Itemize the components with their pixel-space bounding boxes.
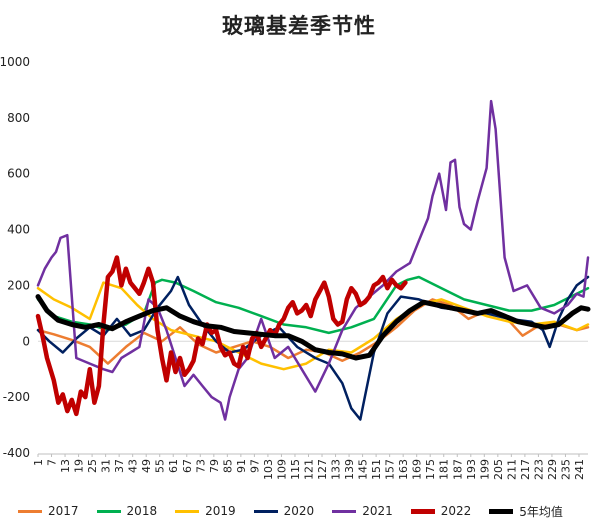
legend-swatch	[18, 509, 42, 513]
legend-item: 2019	[175, 504, 236, 518]
x-tick-label: 175	[424, 459, 437, 480]
x-tick-label: 157	[384, 459, 397, 480]
y-tick-label: 0	[22, 334, 30, 348]
legend-swatch	[175, 509, 200, 513]
x-tick-label: 19	[73, 459, 86, 473]
legend-item: 2022	[410, 504, 472, 518]
x-tick-label: 169	[411, 459, 424, 480]
x-tick-label: 25	[86, 459, 99, 473]
x-tick-label: 217	[519, 459, 532, 480]
x-tick-label: 1	[32, 459, 45, 466]
x-tick-label: 7	[46, 459, 59, 466]
x-tick-label: 151	[370, 459, 383, 480]
x-tick-label: 43	[127, 459, 140, 473]
x-tick-label: 37	[113, 459, 126, 473]
chart-plot: -400 -200 0 200 400 600 800 1000 1 7 13 19 25 31 37 43 4…	[0, 55, 591, 480]
x-tick-label: 85	[221, 459, 234, 473]
x-tick-label: 61	[167, 459, 180, 473]
legend-label: 2022	[440, 504, 472, 518]
x-tick-label: 181	[438, 459, 451, 480]
legend-swatch	[332, 509, 357, 513]
legend-swatch	[489, 508, 514, 514]
x-tick-label: 145	[357, 459, 370, 480]
x-tick-label: 115	[289, 459, 302, 480]
x-tick-label: 121	[302, 459, 315, 480]
y-tick-label: -200	[3, 390, 30, 404]
series-line-2021	[36, 99, 590, 421]
y-tick-label: 400	[7, 223, 30, 237]
axes-layer	[37, 340, 588, 457]
series-line-5年均值	[35, 294, 591, 361]
x-tick-label: 91	[235, 459, 248, 473]
y-tick-label: 600	[7, 167, 30, 181]
legend-label: 2020	[283, 504, 315, 518]
x-tick-label: 79	[208, 459, 221, 473]
legend-item: 2021	[332, 504, 393, 518]
legend-swatch	[410, 508, 435, 514]
x-tick-label: 13	[59, 459, 72, 473]
tick-labels-layer: -400 -200 0 200 400 600 800 1000 1 7 13 19 25 31 37 43 4…	[0, 55, 586, 480]
legend-label: 2018	[126, 504, 158, 518]
x-tick-label: 193	[465, 459, 478, 480]
x-tick-label: 103	[262, 459, 275, 480]
x-tick-label: 97	[248, 459, 261, 473]
chart-legend: 2017 2018 2019 2020 2021 2022 5年均值	[18, 500, 598, 522]
x-tick-label: 223	[532, 459, 545, 480]
chart-title: 玻璃基差季节性	[222, 14, 376, 38]
y-tick-label: -400	[3, 446, 30, 460]
x-tick-label: 205	[492, 459, 505, 480]
legend-swatch	[96, 509, 121, 513]
y-tick-label: 800	[7, 111, 30, 125]
x-tick-label: 31	[100, 459, 113, 473]
legend-item: 2018	[96, 504, 158, 518]
x-tick-label: 133	[330, 459, 343, 480]
x-tick-label: 235	[559, 459, 572, 480]
legend-label: 2019	[205, 504, 236, 518]
y-tick-label: 200	[7, 278, 30, 292]
x-tick-label: 49	[140, 459, 153, 473]
y-tick-label: 1000	[0, 55, 30, 69]
x-tick-label: 187	[451, 459, 464, 480]
legend-item: 2020	[253, 504, 315, 518]
series-line-2019	[36, 281, 590, 371]
legend-label: 2017	[48, 504, 79, 518]
legend-label: 5年均值	[519, 504, 563, 519]
x-tick-label: 139	[343, 459, 356, 480]
x-tick-label: 67	[181, 459, 194, 473]
x-tick-label: 127	[316, 459, 329, 480]
x-tick-label: 55	[154, 459, 167, 473]
x-tick-label: 241	[573, 459, 586, 480]
x-tick-label: 163	[397, 459, 410, 480]
legend-item: 5年均值	[489, 503, 563, 520]
x-tick-label: 109	[275, 459, 288, 480]
x-tick-label: 199	[478, 459, 491, 480]
x-tick-label: 211	[505, 459, 518, 480]
x-tick-label: 229	[546, 459, 559, 480]
legend-swatch	[253, 509, 278, 513]
legend-label: 2021	[362, 504, 393, 518]
series-line-2022	[35, 255, 408, 417]
x-tick-label: 73	[194, 459, 207, 473]
legend-item: 2017	[18, 504, 79, 518]
series-lines-layer	[35, 99, 591, 421]
